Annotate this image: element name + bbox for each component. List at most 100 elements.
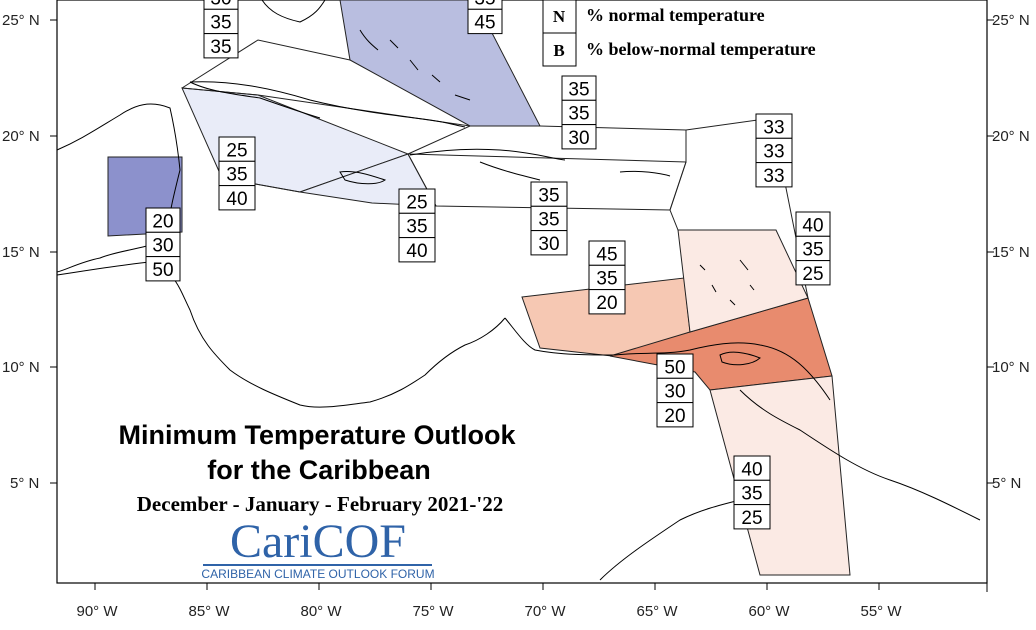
- zone-box-value: 30: [210, 0, 231, 9]
- zone-box-cell: [561, 99, 597, 126]
- zone-box-value: 50: [152, 260, 173, 281]
- zone-box-cell: [398, 188, 436, 214]
- zone-box-cell: [795, 260, 831, 286]
- zone-box-value: 25: [406, 192, 427, 213]
- zone-box-cell: [733, 479, 771, 506]
- zone-box-cell: [795, 211, 831, 237]
- zone-box-value: 40: [406, 241, 427, 262]
- zone-box-value: 30: [152, 236, 173, 257]
- lat-labels-left: 25° N 20° N 15° N 10° N 5° N: [2, 12, 40, 492]
- zone-box-ne-caribbean: 35 35 30: [561, 75, 597, 150]
- zone-box-guianas: 40 35 25: [733, 455, 771, 530]
- legend-text-normal: % normal temperature: [586, 5, 765, 25]
- zone-shapes: [107, 0, 851, 576]
- zone-box-value: 33: [763, 166, 784, 187]
- caricof-logo: CariCOF CARIBBEAN CLIMATE OUTLOOK FORUM: [201, 515, 434, 581]
- zone-box-value: 20: [596, 293, 617, 314]
- zone-box-value: 40: [802, 215, 823, 236]
- zone-box-cell: [561, 124, 597, 150]
- lat-label-5: 5° N: [10, 475, 39, 492]
- zone-box-cell: [145, 207, 181, 233]
- zone-box-windward: 40 35 25: [795, 211, 831, 286]
- legend-key-box-below: [542, 32, 577, 67]
- zone-box-value: 40: [226, 189, 247, 210]
- zone-box-value: 35: [538, 185, 559, 206]
- zone-box-cell: [733, 504, 771, 530]
- lat-label-25: 25° N: [2, 12, 40, 29]
- zone-box-trinidad: 50 30 20: [656, 353, 694, 428]
- zone-box-value: 50: [664, 357, 685, 378]
- lon-label-75: 75° W: [412, 603, 454, 620]
- zone-box-jamaica: 25 35 40: [398, 188, 436, 263]
- zone-box-value: 20: [152, 211, 173, 232]
- logo-wordmark: CariCOF: [230, 515, 406, 568]
- lat-label-right-5: 5° N: [992, 475, 1021, 492]
- title-line-2: for the Caribbean: [207, 455, 431, 485]
- zone-box-value: 35: [538, 210, 559, 231]
- logo-tagline: CARIBBEAN CLIMATE OUTLOOK FORUM: [201, 567, 434, 581]
- zone-box-bahamas: 30 35 35: [203, 0, 239, 59]
- lon-label-60: 60° W: [748, 603, 790, 620]
- zone-box-hispaniola: 35 35 30: [530, 181, 568, 256]
- legend-key-below: B: [553, 41, 564, 60]
- zone-box-belize: 20 30 50: [145, 207, 181, 282]
- zone-box-value: 35: [802, 240, 823, 261]
- lon-label-90: 90° W: [76, 603, 118, 620]
- lat-label-right-10: 10° N: [992, 359, 1030, 376]
- coastlines: [56, 0, 981, 581]
- lon-label-70: 70° W: [524, 603, 566, 620]
- zone-box-cell: [218, 160, 256, 187]
- zone-box-leeward: 33 33 33: [755, 113, 793, 188]
- zone-box-cell: [755, 162, 793, 188]
- map-title: Minimum Temperature Outlook for the Cari…: [118, 420, 516, 516]
- lat-label-right-20: 20° N: [992, 128, 1030, 145]
- zone-box-cell: [203, 8, 239, 35]
- zone-box-cell: [218, 136, 256, 162]
- lat-label-15: 15° N: [2, 244, 40, 261]
- zone-box-cell: [467, 8, 503, 35]
- zone-box-value: 30: [538, 234, 559, 255]
- zone-box-value: 35: [568, 79, 589, 100]
- zone-box-cell: [530, 230, 568, 256]
- zone-box-cell: [203, 33, 239, 59]
- lat-label-right-15: 15° N: [992, 244, 1030, 261]
- zone-box-cell: [561, 75, 597, 101]
- zone-box-value: 25: [226, 140, 247, 161]
- zone-box-value: 35: [406, 217, 427, 238]
- lat-label-20: 20° N: [2, 128, 40, 145]
- zone-box-cell: [398, 237, 436, 263]
- zone-box-cell: [656, 377, 694, 404]
- legend-key-box-normal: [542, 0, 577, 34]
- zone-box-abc-islands: 45 35 20: [588, 240, 626, 315]
- zone-box-cell: [656, 402, 694, 428]
- zone-box-value: 20: [664, 406, 685, 427]
- zone-box-value: 35: [568, 104, 589, 125]
- zone-box-cell: [398, 212, 436, 239]
- lon-label-55: 55° W: [860, 603, 902, 620]
- zone-box-value: 33: [763, 142, 784, 163]
- axis-ticks: [50, 19, 994, 590]
- zone-box-value: 33: [763, 117, 784, 138]
- zone-box-value: 40: [741, 459, 762, 480]
- legend-text-below: % below-normal temperature: [586, 39, 816, 59]
- zone-box-value: 25: [741, 508, 762, 529]
- lon-label-85: 85° W: [188, 603, 230, 620]
- zone-box-cell: [145, 256, 181, 282]
- zone-box-value: 30: [568, 128, 589, 149]
- zone-box-cell: [755, 113, 793, 139]
- zone-box-value: 35: [210, 13, 231, 34]
- zone-box-value: 25: [802, 264, 823, 285]
- zone-box-value: 35: [596, 269, 617, 290]
- lon-labels: 90° W 85° W 80° W 75° W 70° W 65° W 60° …: [76, 603, 902, 620]
- zone-box-value: 30: [664, 382, 685, 403]
- title-line-1: Minimum Temperature Outlook: [118, 420, 516, 450]
- title-period: December - January - February 2021-'22: [137, 492, 503, 516]
- zone-box-value: 35: [474, 0, 495, 9]
- lat-label-10: 10° N: [2, 359, 40, 376]
- zone-box-value: 45: [596, 244, 617, 265]
- zone-box-cuba-west: 25 35 40: [218, 136, 256, 211]
- zone-box-cell: [755, 137, 793, 164]
- legend: N % normal temperature B % below-normal …: [542, 0, 816, 67]
- zone-box-value: 35: [741, 484, 762, 505]
